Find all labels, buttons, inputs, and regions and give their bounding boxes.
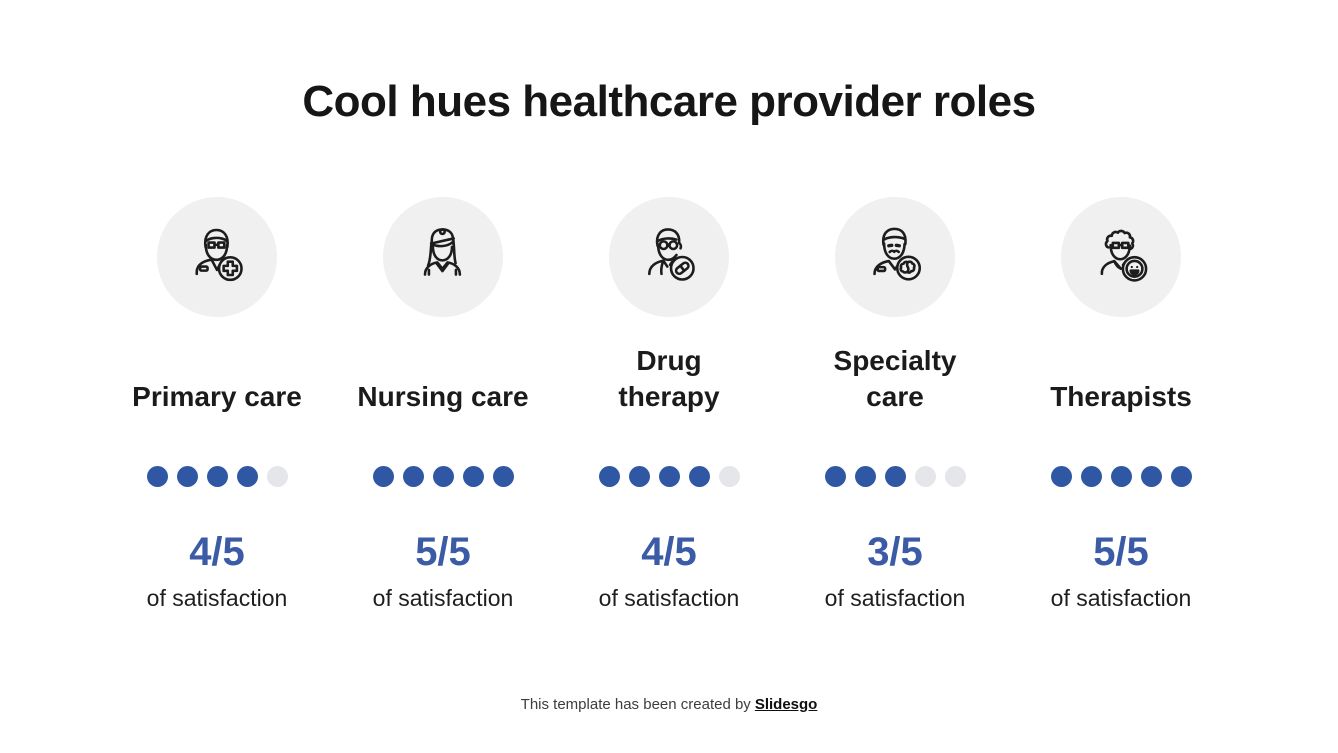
rating-dots — [372, 465, 514, 487]
rating-dot-filled — [146, 465, 168, 487]
score-value: 4/5 — [641, 529, 697, 574]
rating-dot-filled — [598, 465, 620, 487]
score-caption: of satisfaction — [824, 584, 966, 611]
pharmacist-pill-icon — [633, 221, 705, 293]
rating-dot-filled — [854, 465, 876, 487]
rating-dots — [1050, 465, 1192, 487]
rating-dot-filled — [402, 465, 424, 487]
provider-label: Nursing care — [357, 381, 529, 413]
score-value: 5/5 — [415, 529, 471, 574]
icon-circle — [157, 196, 277, 317]
rating-dot-filled — [462, 465, 484, 487]
provider-label: Therapists — [1050, 381, 1192, 413]
rating-dot-filled — [1140, 465, 1162, 487]
therapist-smiley-icon — [1085, 221, 1157, 293]
specialist-brain-icon — [859, 221, 931, 293]
score-caption: of satisfaction — [598, 584, 740, 611]
rating-dot-filled — [884, 465, 906, 487]
provider-column: Specialty care 3/5 of satisfaction — [782, 196, 1008, 611]
rating-dot-filled — [372, 465, 394, 487]
rating-dot-filled — [432, 465, 454, 487]
provider-columns: Primary care 4/5 of satisfaction Nursing… — [104, 196, 1234, 611]
footer-credit-text: This template has been created by — [520, 696, 751, 713]
rating-dot-empty — [266, 465, 288, 487]
rating-dot-filled — [658, 465, 680, 487]
slide-title: Cool hues healthcare provider roles — [302, 77, 1036, 126]
rating-dot-filled — [176, 465, 198, 487]
score-caption: of satisfaction — [1050, 584, 1192, 611]
rating-dot-filled — [206, 465, 228, 487]
slidesgo-link[interactable]: Slidesgo — [754, 696, 818, 713]
rating-dot-filled — [1080, 465, 1102, 487]
doctor-cross-icon — [181, 221, 253, 293]
provider-label: Drug therapy — [618, 345, 720, 413]
rating-dot-filled — [236, 465, 258, 487]
footer-credit: This template has been created by Slidesg… — [0, 697, 1338, 713]
icon-circle — [609, 196, 729, 317]
rating-dots — [146, 465, 288, 487]
rating-dot-filled — [688, 465, 710, 487]
provider-column: Therapists 5/5 of satisfaction — [1008, 196, 1234, 611]
rating-dot-filled — [492, 465, 514, 487]
provider-column: Drug therapy 4/5 of satisfaction — [556, 196, 782, 611]
rating-dots — [598, 465, 740, 487]
rating-dot-empty — [718, 465, 740, 487]
rating-dot-filled — [628, 465, 650, 487]
provider-column: Nursing care 5/5 of satisfaction — [330, 196, 556, 611]
icon-circle — [383, 196, 503, 317]
rating-dot-empty — [944, 465, 966, 487]
score-value: 5/5 — [1093, 529, 1149, 574]
rating-dot-filled — [824, 465, 846, 487]
nurse-icon — [407, 221, 479, 293]
rating-dot-empty — [914, 465, 936, 487]
score-value: 4/5 — [189, 529, 245, 574]
provider-label: Specialty care — [833, 345, 957, 413]
rating-dots — [824, 465, 966, 487]
score-caption: of satisfaction — [146, 584, 288, 611]
provider-column: Primary care 4/5 of satisfaction — [104, 196, 330, 611]
rating-dot-filled — [1110, 465, 1132, 487]
score-caption: of satisfaction — [372, 584, 514, 611]
icon-circle — [1061, 196, 1181, 317]
score-value: 3/5 — [867, 529, 923, 574]
icon-circle — [835, 196, 955, 317]
provider-label: Primary care — [132, 381, 302, 413]
rating-dot-filled — [1050, 465, 1072, 487]
rating-dot-filled — [1170, 465, 1192, 487]
